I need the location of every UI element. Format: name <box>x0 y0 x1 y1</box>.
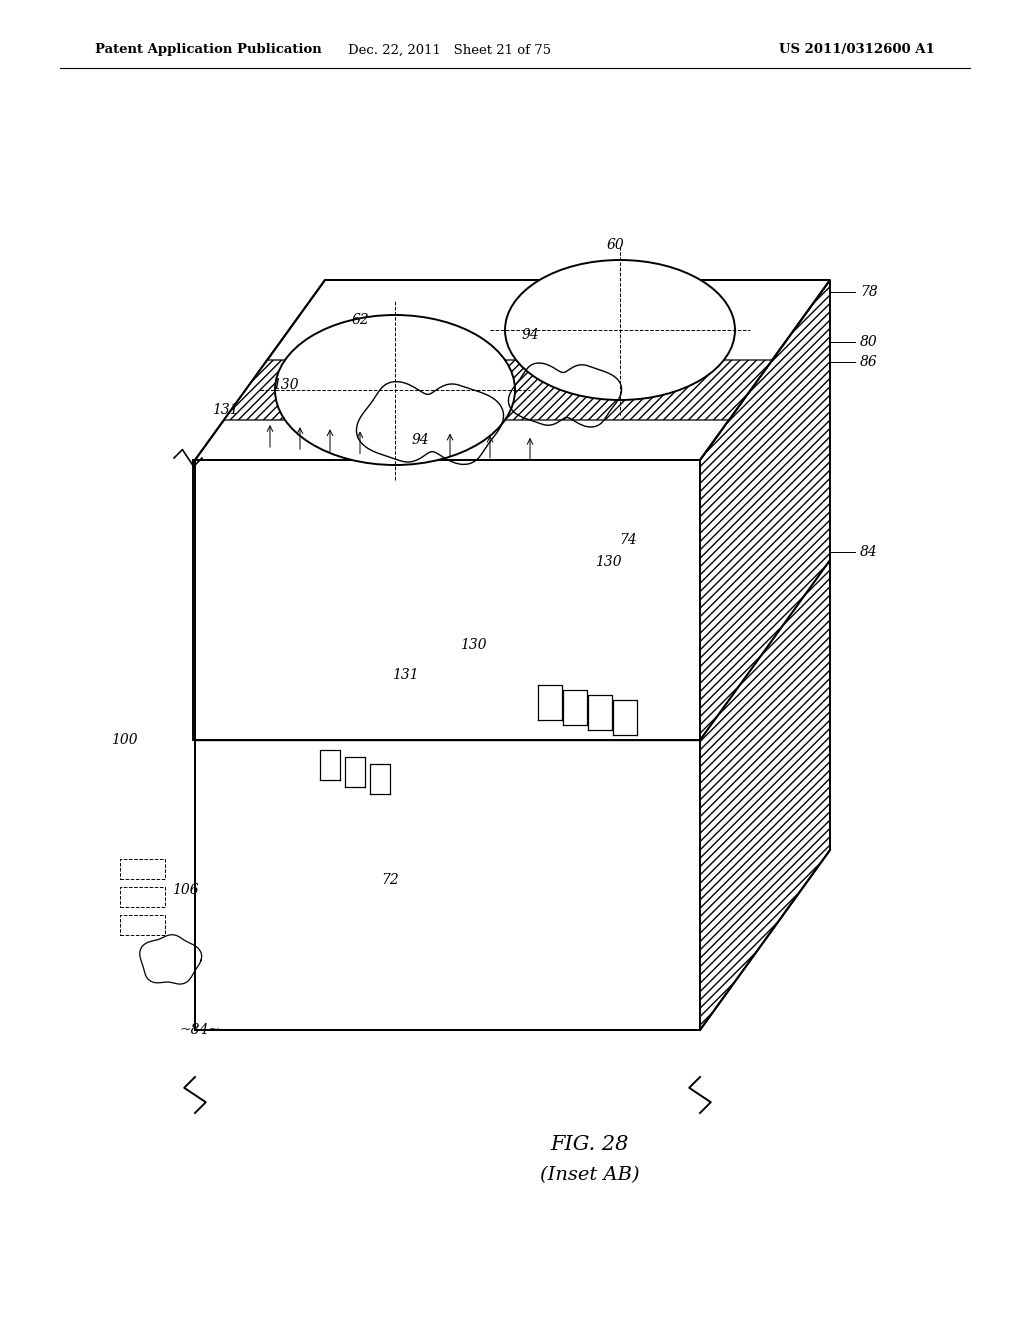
Polygon shape <box>700 560 830 1030</box>
Text: US 2011/0312600 A1: US 2011/0312600 A1 <box>779 44 935 57</box>
Text: 131: 131 <box>392 668 419 682</box>
Polygon shape <box>700 280 830 741</box>
Text: 78: 78 <box>860 285 878 300</box>
Text: 130: 130 <box>595 554 622 569</box>
Ellipse shape <box>275 315 515 465</box>
Polygon shape <box>193 459 195 741</box>
Bar <box>120 915 165 935</box>
Polygon shape <box>224 360 772 420</box>
Ellipse shape <box>505 260 735 400</box>
Text: 106: 106 <box>172 883 199 898</box>
Text: 84: 84 <box>860 545 878 558</box>
Bar <box>120 887 165 907</box>
Bar <box>120 859 165 879</box>
Polygon shape <box>195 741 700 1030</box>
Text: 94: 94 <box>411 433 429 447</box>
Text: 80: 80 <box>860 335 878 348</box>
Polygon shape <box>195 459 700 741</box>
Text: 94: 94 <box>521 327 539 342</box>
Text: 62: 62 <box>351 313 369 327</box>
Text: 74: 74 <box>620 533 637 546</box>
Text: (Inset AB): (Inset AB) <box>541 1166 640 1184</box>
Text: 60: 60 <box>606 238 624 252</box>
Text: 131: 131 <box>212 403 239 417</box>
Polygon shape <box>195 280 830 459</box>
Text: FIG. 28: FIG. 28 <box>551 1135 629 1155</box>
Text: ~84~: ~84~ <box>179 1023 220 1038</box>
Text: Dec. 22, 2011   Sheet 21 of 75: Dec. 22, 2011 Sheet 21 of 75 <box>348 44 552 57</box>
Text: Patent Application Publication: Patent Application Publication <box>95 44 322 57</box>
Text: 130: 130 <box>271 378 298 392</box>
Text: 72: 72 <box>381 873 399 887</box>
Text: 100: 100 <box>112 733 138 747</box>
Text: 130: 130 <box>460 638 486 652</box>
Text: 86: 86 <box>860 355 878 370</box>
